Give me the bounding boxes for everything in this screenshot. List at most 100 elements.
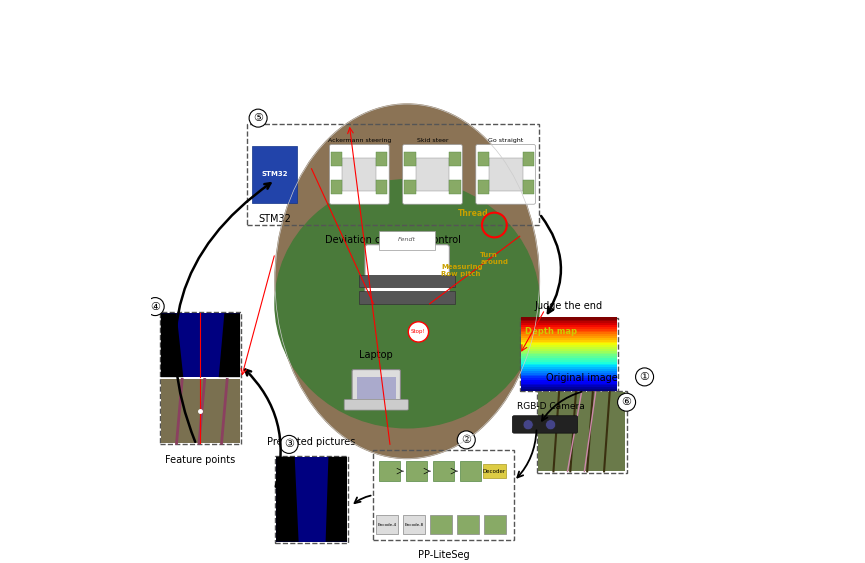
Text: Turn
around: Turn around	[480, 252, 509, 265]
Polygon shape	[219, 314, 240, 377]
Bar	[521, 343, 617, 345]
Bar	[484, 515, 506, 534]
Text: Go straight: Go straight	[488, 138, 523, 143]
Bar	[275, 455, 348, 543]
Bar	[521, 337, 617, 340]
Bar	[521, 361, 617, 364]
Bar	[521, 327, 617, 329]
Bar	[376, 180, 388, 194]
Circle shape	[146, 298, 164, 316]
Bar	[415, 158, 450, 191]
Text: Encode-4: Encode-4	[377, 522, 396, 526]
Text: Encode-8: Encode-8	[404, 522, 424, 526]
Bar	[379, 231, 435, 251]
Bar	[521, 363, 617, 365]
Bar	[489, 158, 522, 191]
Bar	[521, 318, 617, 320]
Bar	[343, 158, 376, 191]
Circle shape	[546, 419, 555, 430]
Text: Stop!: Stop!	[411, 329, 426, 334]
Text: ①: ①	[639, 372, 650, 382]
Bar	[521, 374, 617, 376]
Bar	[406, 461, 427, 481]
Bar	[521, 350, 617, 352]
Bar	[521, 352, 617, 354]
Bar	[521, 334, 617, 336]
Bar	[450, 180, 461, 194]
FancyBboxPatch shape	[512, 415, 578, 433]
Bar	[521, 381, 617, 383]
Bar	[404, 180, 415, 194]
FancyBboxPatch shape	[365, 245, 450, 301]
Text: Thread: Thread	[458, 209, 489, 218]
Text: Predicted pictures: Predicted pictures	[267, 437, 356, 447]
Text: Ackermann steering: Ackermann steering	[328, 138, 391, 143]
Bar	[477, 152, 489, 166]
Text: Decoder: Decoder	[483, 468, 506, 473]
FancyBboxPatch shape	[476, 145, 535, 204]
Bar	[521, 336, 617, 338]
Bar	[521, 356, 617, 358]
Bar	[433, 461, 454, 481]
FancyBboxPatch shape	[330, 145, 389, 204]
Bar	[521, 328, 617, 330]
Bar	[450, 152, 461, 166]
Bar	[538, 392, 625, 471]
Text: Depth map: Depth map	[525, 328, 577, 337]
Bar	[430, 515, 452, 534]
Bar	[521, 354, 617, 356]
Polygon shape	[276, 457, 298, 542]
Bar	[484, 464, 506, 478]
Ellipse shape	[275, 104, 540, 458]
Text: STM32: STM32	[262, 171, 288, 177]
Text: Laptop: Laptop	[359, 350, 393, 360]
Bar	[521, 359, 617, 361]
Bar	[521, 323, 617, 325]
Bar	[359, 292, 455, 304]
Bar	[477, 180, 489, 194]
Bar	[521, 345, 617, 347]
Text: Measuring
Row pitch: Measuring Row pitch	[441, 263, 483, 276]
Bar	[404, 152, 415, 166]
Bar	[522, 152, 534, 166]
Text: RGB-D Camera: RGB-D Camera	[516, 401, 585, 410]
Bar	[376, 515, 398, 534]
Text: Original image: Original image	[546, 373, 618, 382]
Text: ⑤: ⑤	[253, 113, 263, 123]
Polygon shape	[161, 314, 183, 377]
Bar	[331, 180, 343, 194]
Bar	[521, 383, 617, 386]
Bar	[521, 370, 617, 373]
Bar	[521, 325, 617, 327]
Bar	[521, 339, 617, 342]
Circle shape	[458, 431, 475, 449]
Bar	[521, 358, 617, 360]
Bar	[520, 318, 618, 391]
FancyBboxPatch shape	[352, 369, 400, 404]
Polygon shape	[325, 457, 347, 542]
Bar	[521, 378, 617, 380]
Bar	[521, 348, 617, 351]
Text: ②: ②	[461, 435, 471, 445]
Circle shape	[408, 322, 428, 342]
Text: Fendt: Fendt	[398, 236, 416, 242]
Bar	[521, 368, 617, 371]
FancyBboxPatch shape	[344, 399, 408, 410]
Circle shape	[280, 435, 298, 453]
Text: ③: ③	[284, 439, 294, 449]
Bar	[521, 388, 617, 391]
Text: PP-LiteSeg: PP-LiteSeg	[418, 550, 470, 560]
Bar	[521, 319, 617, 321]
Circle shape	[618, 393, 636, 411]
Bar	[458, 515, 478, 534]
Bar	[276, 457, 347, 542]
FancyBboxPatch shape	[403, 145, 462, 204]
Bar	[536, 391, 626, 472]
Bar	[161, 379, 240, 443]
Bar	[403, 515, 425, 534]
Bar	[521, 385, 617, 387]
Bar	[374, 450, 514, 540]
Bar	[376, 152, 388, 166]
Bar	[521, 365, 617, 367]
Text: Deviation correction control: Deviation correction control	[325, 235, 461, 245]
